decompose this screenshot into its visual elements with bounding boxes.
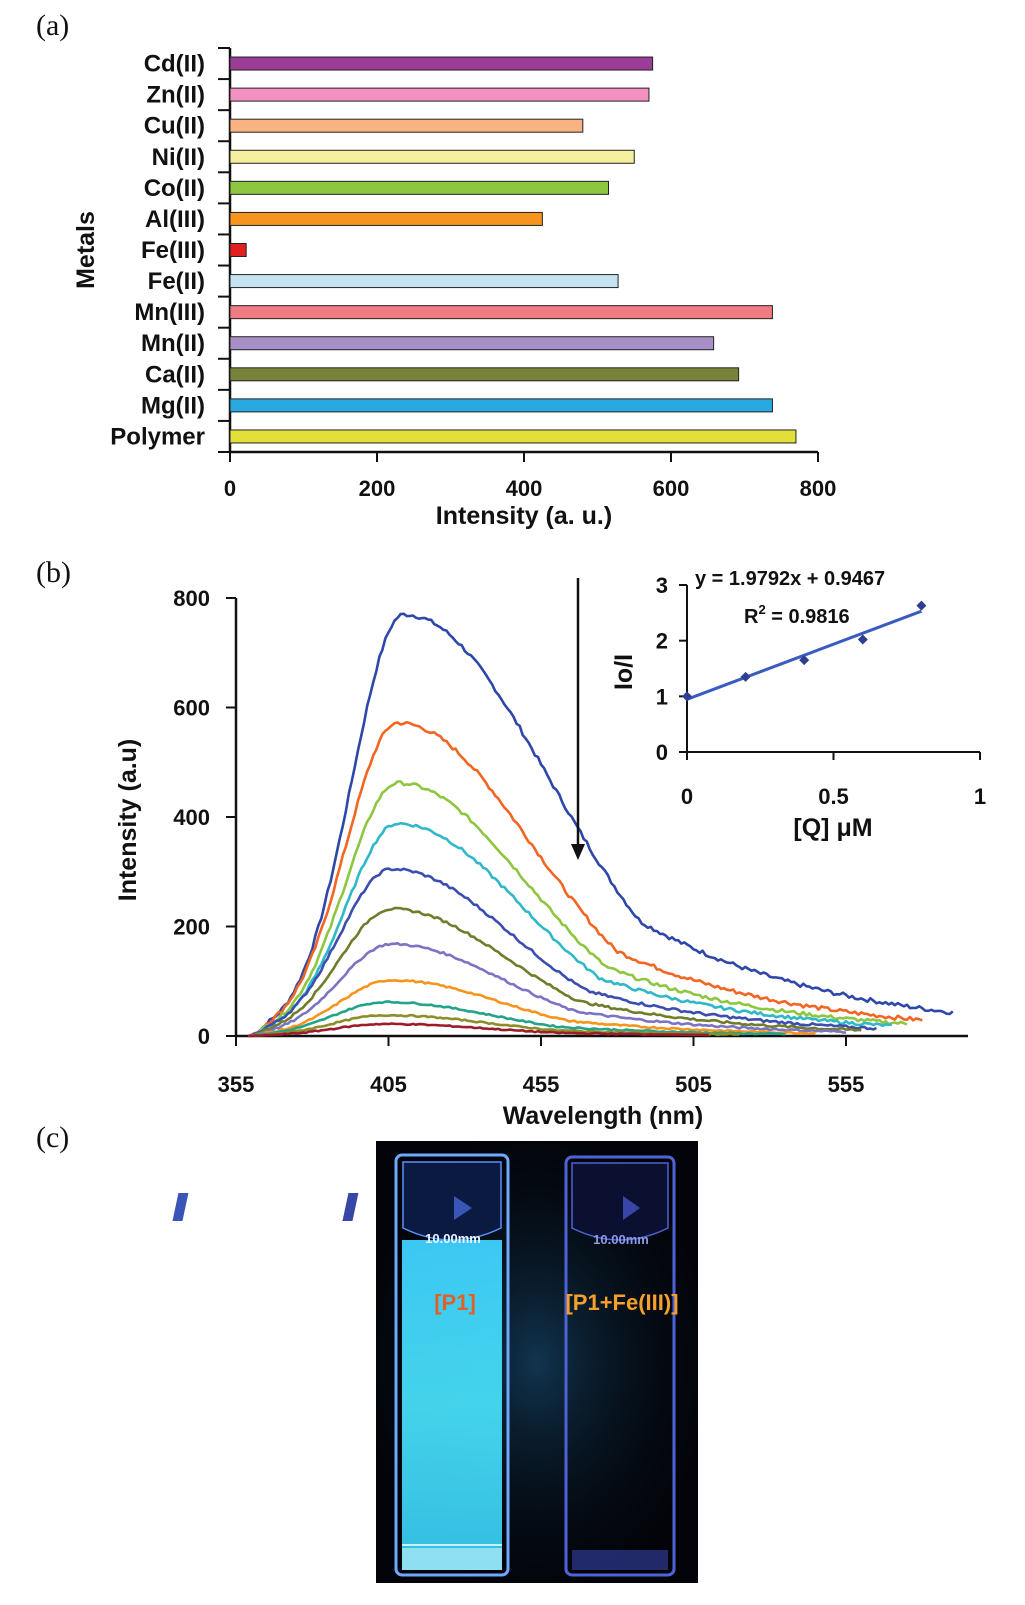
data-point xyxy=(682,691,692,702)
category-label: Mn(II) xyxy=(141,330,205,357)
inset-x-axis-title: [Q] μM xyxy=(793,814,872,842)
x-tick-label: 405 xyxy=(370,1072,407,1097)
inset-y-tick-label: 2 xyxy=(656,629,668,654)
x-tick-label: 200 xyxy=(359,476,396,501)
x-tick-label: 505 xyxy=(675,1072,712,1097)
spectrum-series-6 xyxy=(247,906,862,1038)
x-tick-label: 455 xyxy=(523,1072,560,1097)
category-label: Fe(III) xyxy=(141,237,205,264)
x-axis-title: Wavelength (nm) xyxy=(503,1102,703,1130)
x-tick-label: 400 xyxy=(506,476,543,501)
inset-x-tick-label: 0 xyxy=(681,784,693,809)
spectrum-series-8 xyxy=(248,978,816,1038)
cuvette-p1-fe: 10.00mm xyxy=(342,1155,676,1577)
inset-y-tick-label: 0 xyxy=(656,740,668,765)
x-tick-label: 355 xyxy=(218,1072,255,1097)
bar-feii xyxy=(229,274,619,289)
x-tick-label: 0 xyxy=(224,476,236,501)
x-tick-label: 600 xyxy=(653,476,690,501)
inset-y-tick-label: 1 xyxy=(656,684,668,709)
bar-mnii xyxy=(229,336,715,351)
y-tick-label: 200 xyxy=(173,915,210,940)
y-tick-label: 800 xyxy=(173,586,210,611)
data-point xyxy=(740,671,751,682)
data-point xyxy=(916,600,927,611)
cuvette-photo: 10.00mm 10.00mm [P1] [P1+Fe(III)] xyxy=(172,1141,698,1583)
bar-polymer xyxy=(229,429,797,444)
cuvette-mark-left: 10.00mm xyxy=(425,1231,481,1246)
bar-chart-metals: Cd(II) Zn(II) Cu(II) Ni(II) Co(II) Al(III) Fe(… xyxy=(72,47,837,530)
bar-mniii xyxy=(229,305,773,320)
category-label: Ca(II) xyxy=(145,361,205,388)
inset-x-tick-label: 1 xyxy=(974,784,986,809)
bar-caii xyxy=(229,367,740,382)
category-label: Zn(II) xyxy=(146,82,205,109)
category-label: Polymer xyxy=(110,423,205,450)
y-axis-title: Intensity (a.u) xyxy=(114,739,142,902)
inset-y-axis-title: Io/I xyxy=(610,654,638,690)
category-label: Cd(II) xyxy=(144,51,205,78)
bar-coii xyxy=(229,180,610,195)
data-point xyxy=(799,655,810,666)
bar-mgii xyxy=(229,398,773,413)
spectrum-series-11 xyxy=(248,1022,709,1038)
inset-x-tick-label: 0.5 xyxy=(818,784,849,809)
category-label: Mn(III) xyxy=(134,299,205,326)
panel-label-c: (c) xyxy=(36,1121,69,1154)
y-axis-title: Metals xyxy=(72,211,100,289)
label-p1: [P1] xyxy=(434,1290,476,1315)
x-axis-title: Intensity (a. u.) xyxy=(436,502,612,530)
bar-cdii xyxy=(229,56,654,71)
fit-equation: y = 1.9792x + 0.9467 xyxy=(695,568,885,590)
bar-aliii xyxy=(229,211,543,226)
cuvette-mark-right: 10.00mm xyxy=(593,1232,649,1247)
x-tick-label: 800 xyxy=(800,476,837,501)
spectrum-series-9 xyxy=(248,1000,786,1038)
decrease-arrow xyxy=(571,578,585,860)
r-squared: R2 = 0.9816 xyxy=(744,602,850,628)
panel-label-b: (b) xyxy=(36,556,71,589)
y-tick-label: 0 xyxy=(198,1024,210,1049)
stern-volmer-inset: 0 0.5 1 0 1 2 3 y = 1.9792x + 0.9467 R2 = 0.98… xyxy=(610,568,986,842)
panel-label-a: (a) xyxy=(36,9,69,42)
category-label: Al(III) xyxy=(145,206,205,233)
data-point xyxy=(857,634,868,645)
spectrum-series-10 xyxy=(248,1013,740,1038)
bar-znii xyxy=(229,87,650,102)
category-label: Fe(II) xyxy=(148,268,205,295)
spectrum-series-7 xyxy=(248,941,847,1038)
inset-y-tick-label: 3 xyxy=(656,573,668,598)
label-p1-fe: [P1+Fe(III)] xyxy=(565,1290,678,1315)
category-label: Mg(II) xyxy=(141,392,205,419)
spectrum-series-5 xyxy=(247,867,878,1038)
category-label: Co(II) xyxy=(144,175,205,202)
spectrum-series-3 xyxy=(247,780,908,1038)
bar-cuii xyxy=(229,118,584,133)
spectrum-series-1 xyxy=(247,612,954,1038)
category-label: Cu(II) xyxy=(144,113,205,140)
spectrum-series-2 xyxy=(247,720,923,1038)
y-tick-label: 600 xyxy=(173,696,210,721)
category-label: Ni(II) xyxy=(152,144,205,171)
y-tick-label: 400 xyxy=(173,805,210,830)
bar-feiii xyxy=(229,243,247,257)
x-tick-label: 555 xyxy=(828,1072,865,1097)
cuvette-p1: 10.00mm xyxy=(172,1153,510,1577)
spectrum-series-4 xyxy=(247,821,892,1038)
bar-niii xyxy=(229,149,635,164)
